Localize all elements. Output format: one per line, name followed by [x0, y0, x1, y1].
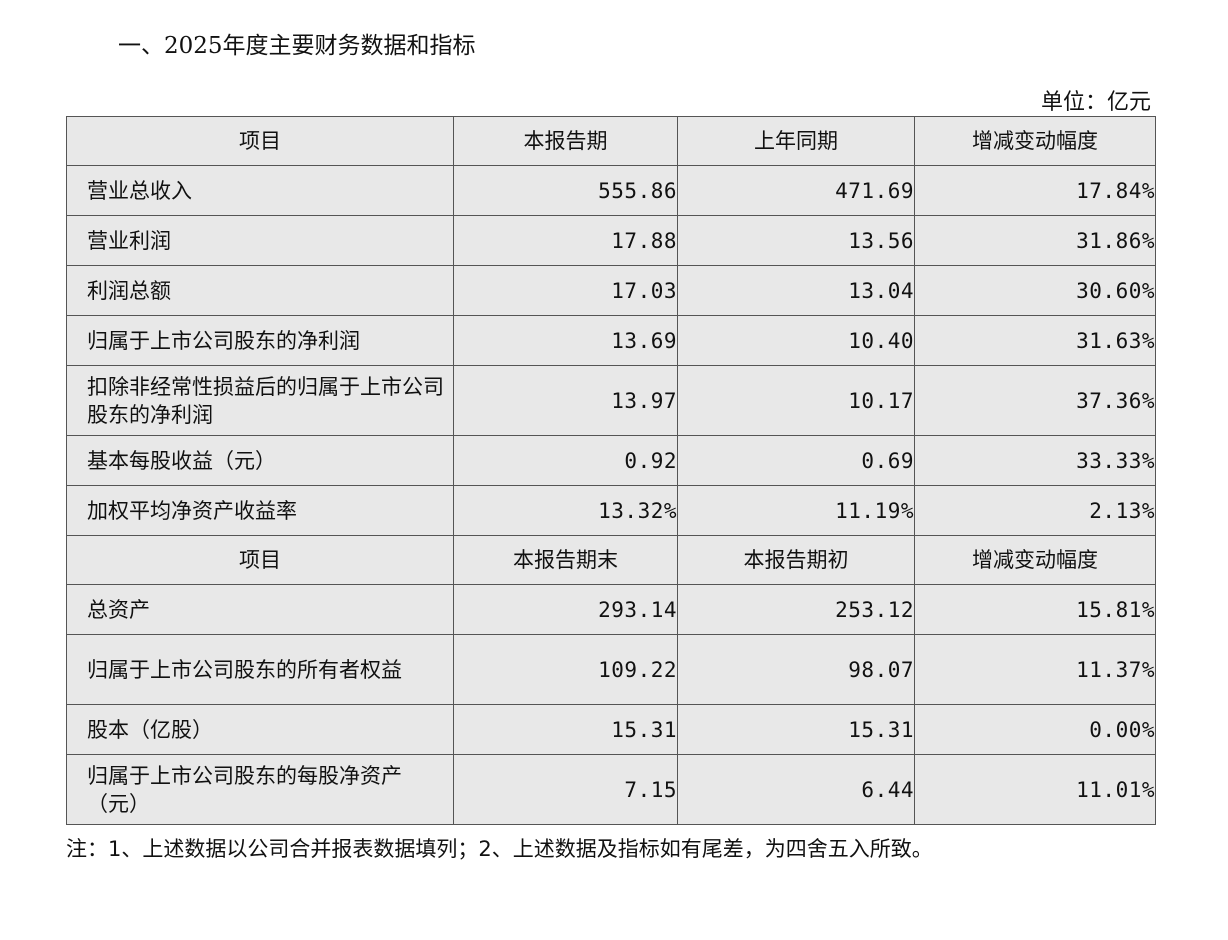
section-title: 一、2025年度主要财务数据和指标	[118, 33, 476, 59]
cell-value: 555.86	[453, 165, 678, 216]
table-row: 归属于上市公司股东的每股净资产（元） 7.15 6.44 11.01%	[66, 754, 1156, 825]
cell-value: 98.07	[677, 634, 915, 705]
cell-value: 6.44	[677, 754, 915, 825]
table-row: 营业利润 17.88 13.56 31.86%	[66, 215, 1156, 266]
cell-value: 37.36%	[914, 365, 1156, 436]
table-row: 扣除非经常性损益后的归属于上市公司股东的净利润 13.97 10.17 37.36%	[66, 365, 1156, 436]
table-row: 利润总额 17.03 13.04 30.60%	[66, 265, 1156, 316]
row-label: 加权平均净资产收益率	[66, 485, 454, 536]
column-header: 项目	[66, 116, 454, 166]
cell-value: 31.63%	[914, 315, 1156, 366]
cell-value: 17.03	[453, 265, 678, 316]
cell-value: 33.33%	[914, 435, 1156, 486]
cell-value: 17.84%	[914, 165, 1156, 216]
cell-value: 10.17	[677, 365, 915, 436]
column-header: 本报告期初	[677, 535, 915, 585]
cell-value: 11.37%	[914, 634, 1156, 705]
column-header: 增减变动幅度	[914, 535, 1156, 585]
cell-value: 13.69	[453, 315, 678, 366]
cell-value: 30.60%	[914, 265, 1156, 316]
table-row: 归属于上市公司股东的所有者权益 109.22 98.07 11.37%	[66, 634, 1156, 705]
table-row: 加权平均净资产收益率 13.32% 11.19% 2.13%	[66, 485, 1156, 536]
cell-value: 2.13%	[914, 485, 1156, 536]
table-row: 股本（亿股） 15.31 15.31 0.00%	[66, 704, 1156, 755]
cell-value: 11.19%	[677, 485, 915, 536]
cell-value: 15.31	[453, 704, 678, 755]
cell-value: 471.69	[677, 165, 915, 216]
column-header: 增减变动幅度	[914, 116, 1156, 166]
cell-value: 0.92	[453, 435, 678, 486]
column-header: 本报告期末	[453, 535, 678, 585]
cell-value: 13.32%	[453, 485, 678, 536]
cell-value: 293.14	[453, 584, 678, 635]
cell-value: 0.00%	[914, 704, 1156, 755]
row-label: 营业利润	[66, 215, 454, 266]
row-label: 股本（亿股）	[66, 704, 454, 755]
row-label: 总资产	[66, 584, 454, 635]
cell-value: 13.04	[677, 265, 915, 316]
cell-value: 15.31	[677, 704, 915, 755]
cell-value: 0.69	[677, 435, 915, 486]
financial-table: 项目 本报告期 上年同期 增减变动幅度 营业总收入 555.86 471.69 17.84% 营…	[66, 116, 1156, 825]
cell-value: 11.01%	[914, 754, 1156, 825]
cell-value: 31.86%	[914, 215, 1156, 266]
cell-value: 17.88	[453, 215, 678, 266]
cell-value: 13.97	[453, 365, 678, 436]
table-row: 基本每股收益（元） 0.92 0.69 33.33%	[66, 435, 1156, 486]
table-row: 营业总收入 555.86 471.69 17.84%	[66, 165, 1156, 216]
column-header: 上年同期	[677, 116, 915, 166]
row-label: 基本每股收益（元）	[66, 435, 454, 486]
cell-value: 253.12	[677, 584, 915, 635]
table-row: 总资产 293.14 253.12 15.81%	[66, 584, 1156, 635]
cell-value: 7.15	[453, 754, 678, 825]
cell-value: 13.56	[677, 215, 915, 266]
header-row: 项目 本报告期 上年同期 增减变动幅度	[66, 116, 1156, 166]
footnote: 注：1、上述数据以公司合并报表数据填列；2、上述数据及指标如有尾差，为四舍五入所…	[66, 837, 933, 861]
row-label: 归属于上市公司股东的所有者权益	[66, 634, 454, 705]
row-label: 营业总收入	[66, 165, 454, 216]
header-row: 项目 本报告期末 本报告期初 增减变动幅度	[66, 535, 1156, 585]
unit-label: 单位：亿元	[1040, 90, 1151, 115]
row-label: 归属于上市公司股东的每股净资产（元）	[66, 754, 454, 825]
cell-value: 15.81%	[914, 584, 1156, 635]
column-header: 项目	[66, 535, 454, 585]
table-row: 归属于上市公司股东的净利润 13.69 10.40 31.63%	[66, 315, 1156, 366]
row-label: 扣除非经常性损益后的归属于上市公司股东的净利润	[66, 365, 454, 436]
row-label: 归属于上市公司股东的净利润	[66, 315, 454, 366]
column-header: 本报告期	[453, 116, 678, 166]
cell-value: 109.22	[453, 634, 678, 705]
cell-value: 10.40	[677, 315, 915, 366]
row-label: 利润总额	[66, 265, 454, 316]
